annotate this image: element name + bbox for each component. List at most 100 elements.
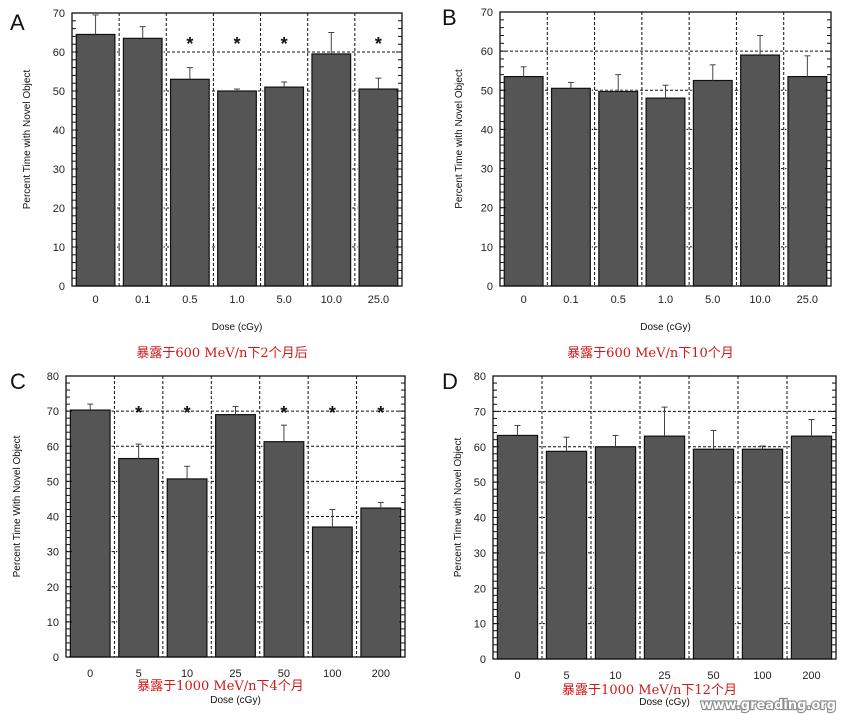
y-tick-label: 0 xyxy=(480,654,486,666)
x-tick-label: 200 xyxy=(802,670,820,682)
significance-star: * xyxy=(281,34,288,54)
x-tick-label: 100 xyxy=(323,668,341,680)
y-tick-label: 60 xyxy=(53,47,65,59)
x-tick-label: 0 xyxy=(521,294,527,306)
bar-d-0 xyxy=(496,434,539,660)
x-tick-label: 25 xyxy=(658,670,670,682)
x-tick-label: 1.0 xyxy=(229,294,244,306)
watermark-text: www.greading.org xyxy=(701,698,836,713)
y-axis-title: Percent Time With Novel Object xyxy=(12,435,23,577)
bar-a-5 xyxy=(311,53,352,287)
y-tick-label: 20 xyxy=(47,582,59,594)
significance-star: * xyxy=(377,403,384,423)
significance-star: * xyxy=(186,34,193,54)
y-axis-title: Percent Time with Novel Object xyxy=(454,69,465,209)
bar-b-2 xyxy=(598,90,639,287)
y-tick-label: 50 xyxy=(53,86,65,98)
y-tick-label: 20 xyxy=(53,203,65,215)
bar-a-0 xyxy=(75,33,116,287)
x-tick-label: 100 xyxy=(753,670,771,682)
x-tick-label: 25 xyxy=(229,668,241,680)
panel-caption: 暴露于1000 MeV/n下4个月 xyxy=(137,679,304,694)
x-tick-label: 5.0 xyxy=(705,294,720,306)
bar-b-0 xyxy=(503,75,544,287)
significance-star: * xyxy=(280,403,287,423)
y-tick-label: 60 xyxy=(47,441,59,453)
significance-star: * xyxy=(329,403,336,423)
panel-caption: 暴露于1000 MeV/n下12个月 xyxy=(562,683,737,698)
x-tick-label: 0.5 xyxy=(611,294,626,306)
x-tick-label: 0.1 xyxy=(563,294,578,306)
bar-b-4 xyxy=(692,79,733,287)
chart-panel-a: 0 0.1 * 0.5 * 1.0 * 5.0 10.0 * 25.0 0 10 20 30 40 50 60 70… xyxy=(10,8,403,361)
x-axis-title: Dose (cGy) xyxy=(210,695,261,706)
x-tick-label: 10 xyxy=(181,668,193,680)
y-tick-label: 0 xyxy=(53,652,59,664)
panel-letter: D xyxy=(442,369,458,394)
y-tick-label: 70 xyxy=(47,406,59,418)
panel-caption: 暴露于600 MeV/n下10个月 xyxy=(567,346,734,361)
x-tick-label: 25.0 xyxy=(368,294,389,306)
x-tick-label: 0.1 xyxy=(135,294,150,306)
x-tick-label: 0 xyxy=(93,294,99,306)
significance-star: * xyxy=(233,34,240,54)
y-tick-label: 10 xyxy=(47,617,59,629)
bar-a-2 xyxy=(169,78,210,287)
bar-b-5 xyxy=(740,54,781,287)
x-tick-label: 0 xyxy=(514,670,520,682)
y-tick-label: 70 xyxy=(481,7,493,19)
y-tick-label: 0 xyxy=(59,281,65,293)
panel-letter: B xyxy=(442,5,457,30)
y-tick-label: 70 xyxy=(53,8,65,20)
y-tick-label: 10 xyxy=(53,242,65,254)
panel-letter: A xyxy=(10,10,25,35)
plot-frame xyxy=(71,12,403,287)
y-tick-label: 80 xyxy=(474,371,486,383)
x-tick-label: 0 xyxy=(87,668,93,680)
x-tick-label: 25.0 xyxy=(797,294,818,306)
y-tick-label: 50 xyxy=(47,476,59,488)
y-tick-label: 30 xyxy=(474,548,486,560)
bar-d-5 xyxy=(741,448,784,660)
bar-b-3 xyxy=(645,97,686,287)
y-tick-label: 0 xyxy=(487,281,493,293)
x-tick-label: 5 xyxy=(136,668,142,680)
y-tick-label: 20 xyxy=(474,583,486,595)
x-tick-label: 5.0 xyxy=(276,294,291,306)
bar-b-1 xyxy=(550,87,591,287)
chart-panel-b: 0 0.1 0.5 1.0 5.0 10.0 25.0 0 10 20 30 40 50 60 70 Perc… xyxy=(442,5,832,361)
y-tick-label: 30 xyxy=(47,547,59,559)
bar-b-6 xyxy=(787,75,828,287)
significance-star: * xyxy=(184,403,191,423)
bar-c-5 xyxy=(311,526,353,658)
chart-panel-c: 0 * 5 * 10 25 * 50 * 100 * 200 0 10 20 30 40 50 60 70 80 Perc… xyxy=(10,369,406,706)
x-tick-label: 1.0 xyxy=(658,294,673,306)
y-tick-label: 50 xyxy=(474,477,486,489)
x-tick-label: 10.0 xyxy=(749,294,770,306)
bar-c-4 xyxy=(263,441,305,658)
y-tick-label: 50 xyxy=(481,85,493,97)
chart-panel-d: 0 5 10 25 50 100 200 0 10 20 30 40 50 60 70 80 Percent T… xyxy=(442,369,837,708)
x-tick-label: 10 xyxy=(609,670,621,682)
y-tick-label: 40 xyxy=(481,124,493,136)
x-tick-label: 0.5 xyxy=(182,294,197,306)
y-tick-label: 70 xyxy=(474,406,486,418)
bar-c-1 xyxy=(118,457,160,658)
y-axis-title: Percent Time with Novel Object xyxy=(453,438,464,578)
x-tick-label: 5 xyxy=(563,670,569,682)
y-tick-label: 20 xyxy=(481,203,493,215)
y-tick-label: 60 xyxy=(474,442,486,454)
panel-caption: 暴露于600 MeV/n下2个月后 xyxy=(136,346,307,361)
panel-letter: C xyxy=(10,369,26,394)
y-tick-label: 10 xyxy=(481,242,493,254)
y-axis-title: Percent Time with Novel Object xyxy=(22,70,33,210)
plot-frame xyxy=(499,11,832,287)
y-tick-label: 40 xyxy=(474,513,486,525)
y-tick-label: 10 xyxy=(474,619,486,631)
bar-a-3 xyxy=(217,90,257,287)
bar-c-2 xyxy=(166,478,208,658)
x-tick-label: 200 xyxy=(372,668,390,680)
y-tick-label: 40 xyxy=(47,512,59,524)
bar-c-6 xyxy=(360,507,402,658)
x-tick-label: 10.0 xyxy=(321,294,342,306)
